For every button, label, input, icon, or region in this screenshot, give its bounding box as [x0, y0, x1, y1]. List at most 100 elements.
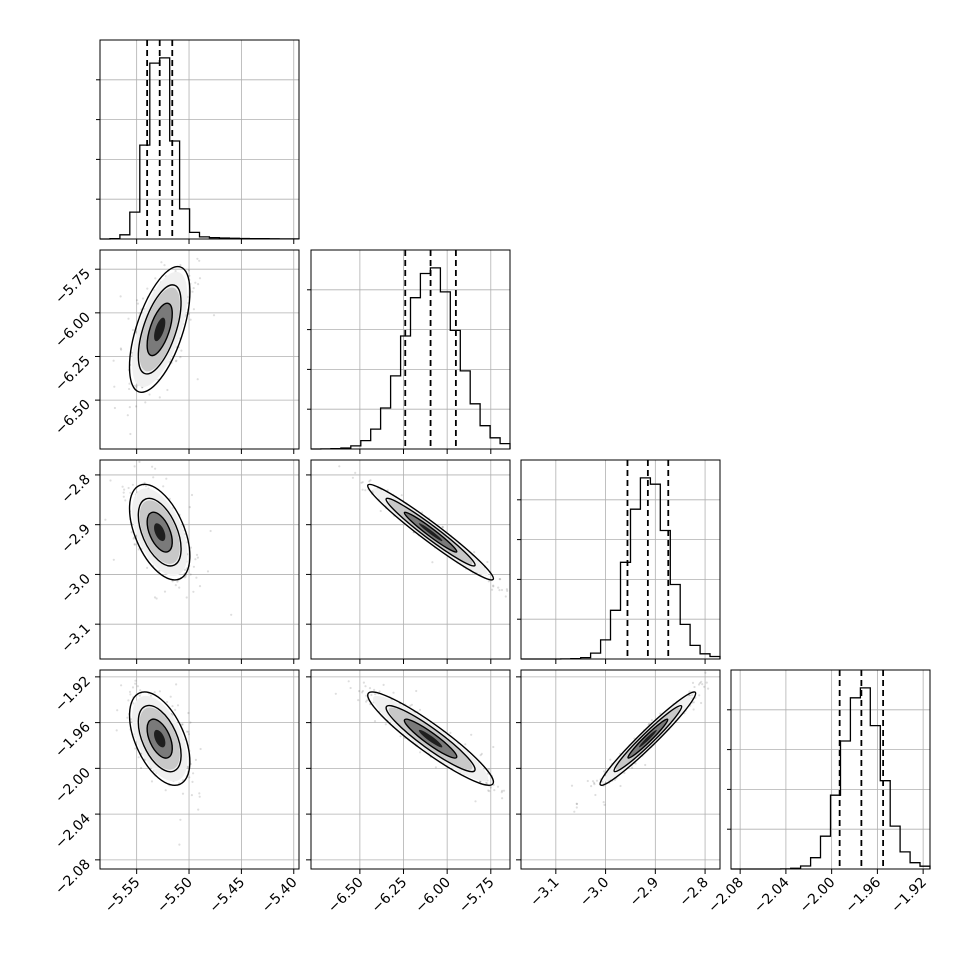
sample-point — [474, 800, 477, 803]
sample-point — [619, 784, 622, 788]
sample-point — [470, 733, 473, 736]
sample-point — [464, 743, 467, 746]
sample-point — [160, 261, 163, 264]
histogram-1 — [311, 267, 511, 450]
sample-point — [154, 277, 157, 280]
sample-point — [373, 688, 376, 692]
sample-point — [197, 283, 200, 286]
contour-line-0 — [128, 265, 191, 393]
sample-point — [361, 481, 364, 484]
sample-point — [489, 786, 492, 789]
sample-point — [133, 543, 136, 546]
sample-point — [351, 476, 354, 479]
tick-label-y: −3.0 — [58, 571, 93, 606]
sample-point — [137, 548, 140, 551]
panel-frame — [99, 39, 300, 240]
sample-point — [212, 314, 216, 317]
tick-label-x: −2.04 — [751, 874, 793, 916]
sample-point — [181, 792, 185, 795]
sample-point — [120, 348, 123, 351]
sample-point — [362, 681, 365, 684]
sample-point — [140, 766, 143, 770]
panel-3-2: −3.1 −3.0 −2.9 −2.8 — [516, 669, 721, 910]
sample-point — [650, 719, 654, 722]
sample-point — [183, 568, 187, 572]
sample-point — [504, 595, 507, 598]
panel-frame — [99, 459, 300, 660]
sample-point — [178, 586, 181, 589]
sample-point — [144, 401, 147, 404]
sample-point — [497, 586, 500, 589]
sample-point — [700, 701, 703, 705]
sample-point — [196, 556, 199, 559]
sample-point — [174, 270, 177, 273]
sample-point — [158, 396, 161, 399]
sample-point — [127, 486, 130, 490]
sample-point — [338, 465, 341, 468]
sample-point — [699, 681, 702, 685]
tick-label-x: −2.08 — [705, 875, 747, 917]
sample-point — [195, 576, 198, 579]
panel-frame — [99, 249, 300, 450]
sample-point — [705, 681, 708, 684]
sample-point — [691, 694, 694, 697]
panel-3-3: −2.08 −2.04 −2.00 −1.96 −1.92 — [705, 669, 931, 917]
sample-point — [609, 758, 612, 761]
sample-point — [364, 489, 367, 492]
sample-point — [137, 756, 140, 759]
sample-point — [112, 359, 115, 362]
corner-grid: −6.50−6.25−6.00−5.75−3.1−3.0−2.9−2.8−2.0… — [52, 39, 931, 917]
sample-point — [129, 491, 132, 494]
sample-point — [129, 432, 132, 436]
sample-point — [153, 596, 157, 599]
sample-point — [128, 406, 131, 409]
sample-point — [169, 695, 172, 698]
sample-point — [479, 754, 482, 757]
sample-point — [198, 795, 201, 798]
sample-point — [128, 382, 131, 385]
sample-point — [199, 747, 202, 751]
tick-label-y: −2.04 — [52, 811, 94, 853]
sample-point — [120, 684, 123, 687]
tick-label-x: −1.96 — [843, 874, 885, 916]
sample-point — [127, 317, 130, 320]
sample-point — [410, 703, 413, 706]
sample-point — [166, 700, 169, 704]
tick-label-x: −1.92 — [888, 875, 930, 917]
tick-label-x: −3.1 — [527, 875, 562, 910]
sample-point — [132, 702, 135, 705]
sample-point — [162, 485, 165, 488]
sample-point — [187, 269, 190, 272]
contour-line-2 — [146, 302, 173, 357]
sample-point — [595, 779, 599, 782]
sample-point — [399, 735, 402, 738]
sample-point — [418, 708, 422, 711]
sample-point — [488, 790, 491, 793]
tick-label-x: −5.55 — [102, 875, 144, 917]
sample-point — [158, 690, 161, 693]
sample-point — [358, 690, 361, 693]
sample-point — [134, 543, 137, 546]
sample-point — [146, 287, 149, 290]
sample-point — [573, 810, 576, 813]
sample-point — [153, 691, 156, 694]
sample-point — [197, 808, 200, 811]
sample-point — [138, 460, 141, 463]
sample-point — [499, 578, 502, 581]
density-level-3 — [154, 317, 166, 342]
sample-point — [133, 465, 136, 468]
sample-point — [134, 682, 137, 685]
sample-point — [361, 488, 364, 491]
sample-point — [191, 780, 194, 784]
sample-point — [194, 758, 197, 762]
sample-point — [230, 613, 233, 616]
sample-point — [174, 360, 177, 363]
panel-1-1 — [307, 249, 511, 454]
sample-point — [130, 531, 133, 534]
sample-point — [121, 485, 124, 488]
sample-point — [506, 589, 509, 593]
tick-label-x: −6.25 — [369, 875, 411, 917]
sample-point — [693, 685, 696, 689]
sample-point — [144, 485, 148, 488]
